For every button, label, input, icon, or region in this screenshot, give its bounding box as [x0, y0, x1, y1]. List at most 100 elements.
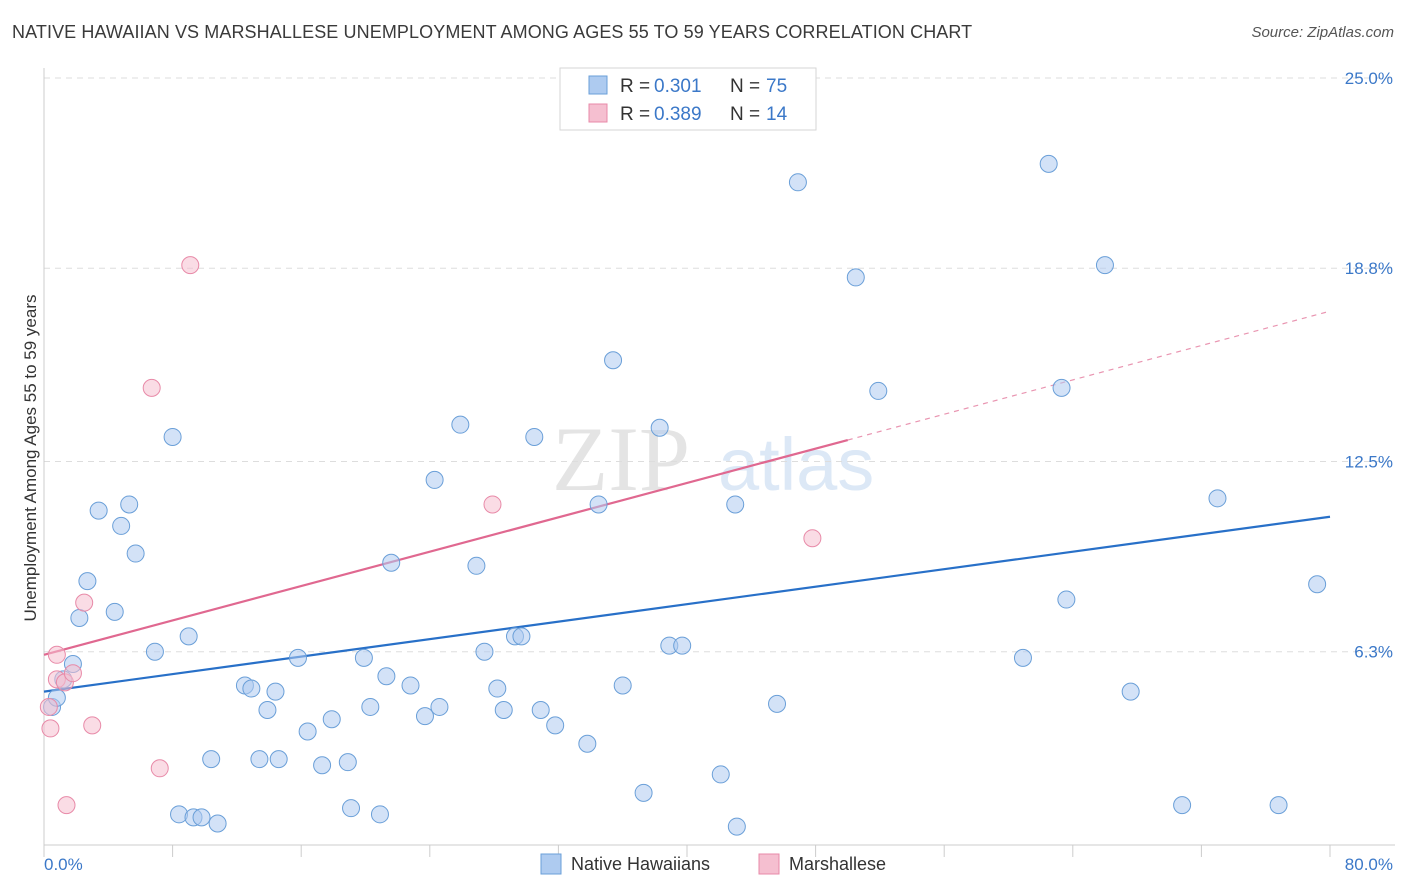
marshallese-point-5: [63, 664, 82, 683]
native-hawaiians-point-11: [145, 642, 164, 661]
native-hawaiians-point-52: [604, 351, 623, 370]
native-hawaiians-point-27: [313, 756, 332, 775]
native-hawaiians-point-21: [250, 750, 269, 769]
native-hawaiians-point-53: [613, 676, 632, 695]
native-hawaiians-point-10: [126, 544, 145, 563]
native-hawaiians-point-29: [338, 753, 357, 772]
legend-swatch-marshallese[interactable]: [758, 853, 780, 875]
stats-n-label-2: N =: [730, 104, 760, 125]
native-hawaiians-point-42: [475, 642, 494, 661]
marshallese-point-10: [181, 256, 200, 275]
native-hawaiians-point-72: [1208, 489, 1227, 508]
marshallese-point-9: [142, 378, 161, 397]
native-hawaiians-point-28: [322, 710, 341, 729]
x-tick-label-0: 0.0%: [44, 855, 83, 874]
stats-n-label-1: N =: [730, 76, 760, 97]
native-hawaiians-point-7: [105, 602, 124, 621]
native-hawaiians-point-65: [1013, 648, 1032, 667]
native-hawaiians-point-43: [488, 679, 507, 698]
stats-r-label-1: R =: [620, 76, 650, 97]
marshallese-trend-extension: [847, 310, 1331, 441]
watermark-atlas: atlas: [718, 423, 874, 506]
native-hawaiians-point-17: [202, 750, 221, 769]
marshallese-point-13: [39, 697, 58, 716]
source-credit: Source: ZipAtlas.com: [1251, 24, 1394, 41]
native-hawaiians-point-61: [768, 694, 787, 713]
legend-label-marshallese[interactable]: Marshallese: [789, 854, 886, 874]
native-hawaiians-point-55: [650, 418, 669, 437]
native-hawaiians-point-48: [531, 701, 550, 720]
native-hawaiians-point-9: [120, 495, 139, 514]
native-hawaiians-point-23: [266, 682, 285, 701]
native-hawaiians-point-71: [1173, 796, 1192, 815]
native-hawaiians-point-54: [634, 783, 653, 802]
native-hawaiians-point-5: [78, 572, 97, 591]
marshallese-point-8: [150, 759, 169, 778]
native-hawaiians-point-63: [846, 268, 865, 287]
marshallese-point-11: [483, 495, 502, 514]
marshallese-point-0: [41, 719, 60, 738]
native-hawaiians-point-62: [788, 173, 807, 192]
native-hawaiians-point-6: [89, 501, 108, 520]
marshallese-trend-line: [43, 438, 849, 656]
native-hawaiians-point-16: [192, 808, 211, 827]
native-hawaiians-point-50: [578, 734, 597, 753]
native-hawaiians-point-67: [1052, 378, 1071, 397]
stats-n-value-2: 14: [766, 104, 788, 125]
native-hawaiians-point-41: [467, 556, 486, 575]
native-hawaiians-point-36: [401, 676, 420, 695]
stats-n-value-1: 75: [766, 76, 787, 97]
y-tick-label-1: 12.5%: [1345, 453, 1393, 472]
native-hawaiians-trend-line: [43, 515, 1331, 693]
native-hawaiians-point-49: [546, 716, 565, 735]
marshallese-point-2: [47, 645, 66, 664]
native-hawaiians-point-47: [525, 427, 544, 446]
marshallese-point-4: [57, 796, 76, 815]
stats-r-value-2: 0.389: [654, 104, 702, 125]
native-hawaiians-point-38: [425, 470, 444, 489]
x-tick-label-1: 80.0%: [1345, 855, 1393, 874]
legend-swatch-native-hawaiians[interactable]: [540, 853, 562, 875]
native-hawaiians-point-40: [451, 415, 470, 434]
tick-labels: 6.3% 12.5% 18.8% 25.0% 0.0% 80.0%: [44, 69, 1393, 874]
marshallese-point-7: [83, 716, 102, 735]
native-hawaiians-point-26: [298, 722, 317, 741]
native-hawaiians-point-4: [70, 608, 89, 627]
native-hawaiians-point-66: [1039, 154, 1058, 173]
native-hawaiians-point-14: [179, 627, 198, 646]
stats-r-value-1: 0.301: [654, 76, 702, 97]
native-hawaiians-point-64: [869, 381, 888, 400]
marshallese-point-6: [75, 593, 94, 612]
native-hawaiians-point-60: [727, 817, 746, 836]
native-hawaiians-point-25: [288, 648, 307, 667]
native-hawaiians-point-22: [258, 701, 277, 720]
stats-box: R = 0.301 N = 75 R = 0.389 N = 14: [559, 67, 817, 131]
native-hawaiians-point-69: [1095, 256, 1114, 275]
stats-swatch-native-hawaiians: [588, 75, 608, 95]
legend: Native Hawaiians Marshallese: [540, 853, 886, 875]
native-hawaiians-point-33: [370, 805, 389, 824]
native-hawaiians-point-39: [430, 697, 449, 716]
native-hawaiians-point-59: [726, 495, 745, 514]
chart-title: NATIVE HAWAIIAN VS MARSHALLESE UNEMPLOYM…: [12, 22, 973, 42]
trend-lines: [43, 310, 1331, 693]
native-hawaiians-point-70: [1121, 682, 1140, 701]
marshallese-point-12: [803, 529, 822, 548]
native-hawaiians-point-68: [1057, 590, 1076, 609]
native-hawaiians-point-73: [1269, 796, 1288, 815]
gridlines: [44, 77, 1395, 653]
native-hawaiians-point-37: [415, 707, 434, 726]
axes: [43, 68, 1395, 857]
y-tick-label-2: 18.8%: [1345, 259, 1393, 278]
y-tick-label-3: 25.0%: [1345, 69, 1393, 88]
data-points: [39, 154, 1327, 836]
native-hawaiians-point-57: [673, 636, 692, 655]
native-hawaiians-point-20: [242, 679, 261, 698]
legend-label-native-hawaiians[interactable]: Native Hawaiians: [571, 854, 710, 874]
native-hawaiians-point-30: [342, 799, 361, 818]
y-axis-label: Unemployment Among Ages 55 to 59 years: [21, 295, 40, 622]
native-hawaiians-point-34: [377, 667, 396, 686]
watermark-zip: ZIP: [552, 408, 690, 510]
native-hawaiians-point-44: [494, 701, 513, 720]
